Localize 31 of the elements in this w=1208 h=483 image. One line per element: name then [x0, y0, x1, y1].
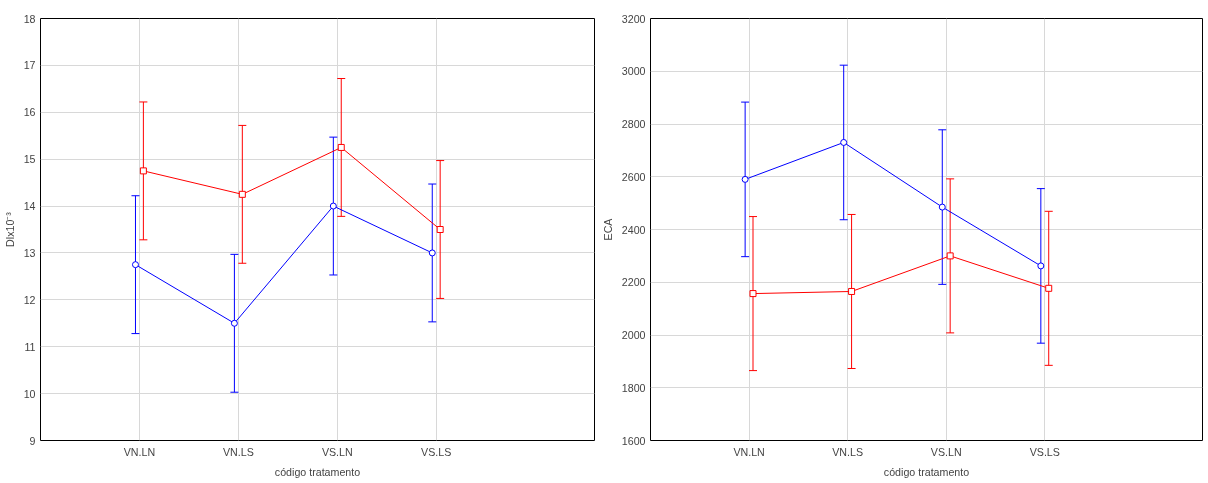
x-tick-label: VS.LN	[930, 445, 962, 458]
y-tick-label: 11	[24, 340, 36, 353]
y-tick-label: 13	[23, 246, 36, 259]
x-tick-label: VN.LN	[733, 445, 765, 458]
y-tick-label: 2800	[621, 118, 646, 130]
y-tick-label: 12	[23, 293, 36, 306]
y-tick-label: 3200	[621, 12, 646, 25]
y-tick-label: 10	[23, 387, 36, 400]
y-tick-label: 2200	[621, 276, 646, 289]
x-tick-label: VS.LS	[421, 445, 452, 458]
x-tick-label: VN.LN	[123, 445, 156, 458]
x-axis-title: código tratamento	[274, 465, 361, 478]
y-tick-label: 18	[23, 12, 36, 25]
x-tick-label: VS.LS	[1029, 445, 1060, 458]
x-tick-label: VN.LS	[832, 445, 864, 458]
y-tick-label: 9	[29, 434, 36, 447]
y-tick-label: 2600	[621, 170, 646, 183]
x-tick-label: VN.LS	[222, 445, 254, 458]
y-axis-title: ECA	[601, 217, 614, 241]
y-tick-label: 3000	[621, 65, 646, 78]
y-tick-label: 2000	[621, 329, 646, 341]
x-axis-title: código tratamento	[883, 465, 970, 478]
y-tick-label: 14	[23, 200, 36, 213]
y-tick-label: 2400	[621, 223, 646, 236]
y-tick-label: 16	[23, 106, 36, 119]
y-axis-title: Dlx10⁻³	[3, 211, 16, 247]
x-tick-label: VS.LN	[321, 445, 353, 458]
y-tick-label: 1800	[621, 381, 646, 394]
y-tick-label: 15	[23, 153, 36, 166]
y-tick-label: 17	[23, 59, 36, 72]
y-tick-label: 1600	[621, 434, 646, 447]
